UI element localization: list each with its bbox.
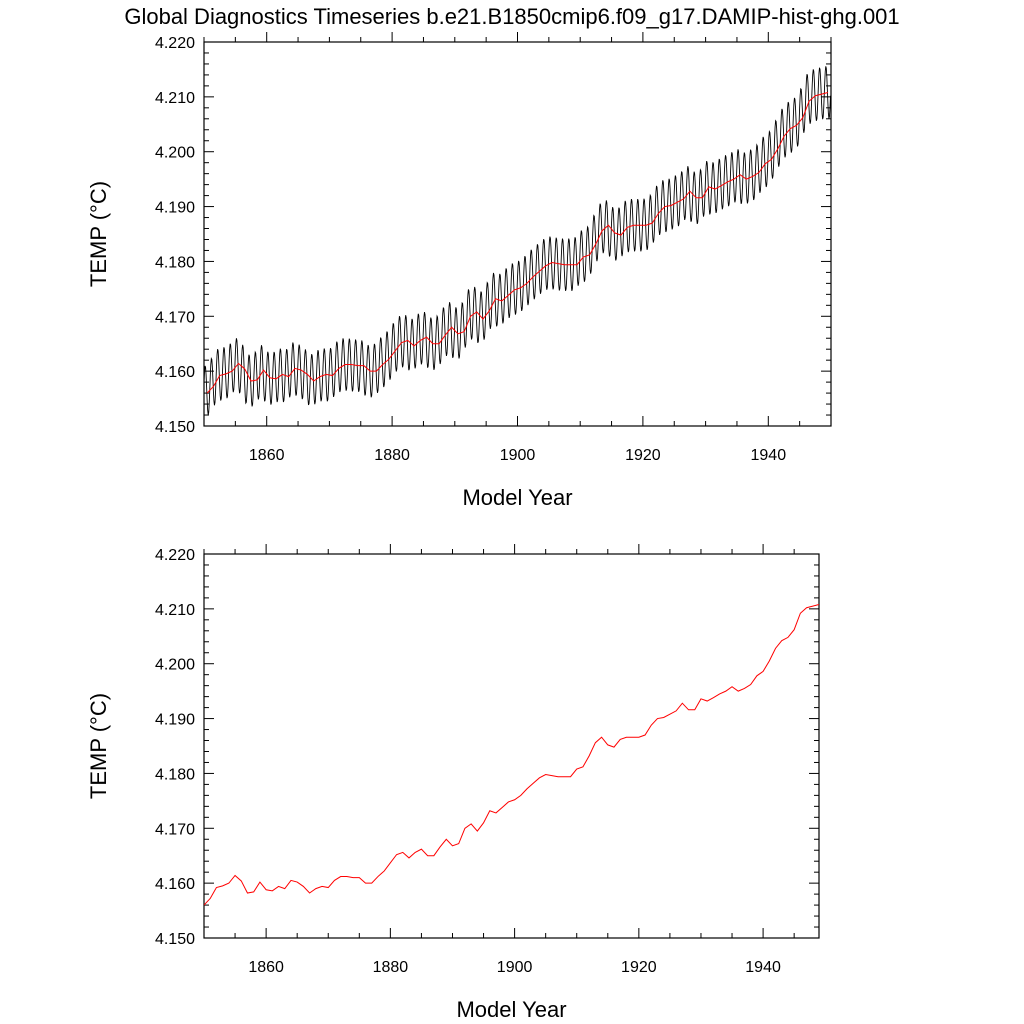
series-line-annual xyxy=(206,91,828,394)
y-tick-label: 4.160 xyxy=(155,876,195,893)
chart-title: Global Diagnostics Timeseries b.e21.B185… xyxy=(124,4,899,29)
y-tick-label: 4.210 xyxy=(155,90,195,107)
x-tick-label: 1900 xyxy=(500,447,536,464)
y-tick-label: 4.190 xyxy=(155,200,195,217)
y-tick-label: 4.210 xyxy=(155,602,195,619)
y-tick-label: 4.180 xyxy=(155,254,195,271)
x-axis-label: Model Year xyxy=(456,997,566,1022)
y-axis-label: TEMP (°C) xyxy=(86,693,111,799)
y-tick-label: 4.190 xyxy=(155,712,195,729)
y-tick-label: 4.200 xyxy=(155,657,195,674)
x-tick-label: 1880 xyxy=(374,447,410,464)
x-tick-label: 1940 xyxy=(745,959,781,976)
bottom-panel: 4.150 4.160 4.170 4.180 4.190 4.200 4.210 4.220… xyxy=(86,544,820,1022)
x-tick-label: 1940 xyxy=(751,447,787,464)
x-tick-label: 1920 xyxy=(621,959,657,976)
series-line-monthly xyxy=(204,66,831,415)
y-axis-label: TEMP (°C) xyxy=(86,181,111,287)
y-tick-label: 4.160 xyxy=(155,364,195,381)
x-tick-label: 1880 xyxy=(373,959,409,976)
top-panel: 4.150 4.160 4.170 4.180 4.190 4.200 4.210 4.220… xyxy=(86,32,832,510)
y-tick-label: 4.150 xyxy=(155,931,195,948)
y-tick-label: 4.180 xyxy=(155,766,195,783)
series-line-annual xyxy=(204,603,819,906)
y-tick-label: 4.150 xyxy=(155,419,195,436)
x-axis-label: Model Year xyxy=(462,485,572,510)
x-tick-label: 1900 xyxy=(497,959,533,976)
y-tick-label: 4.170 xyxy=(155,309,195,326)
y-tick-label: 4.220 xyxy=(155,35,195,52)
x-tick-label: 1860 xyxy=(249,447,285,464)
y-tick-label: 4.170 xyxy=(155,821,195,838)
y-tick-label: 4.200 xyxy=(155,145,195,162)
y-tick-label: 4.220 xyxy=(155,547,195,564)
plot-frame xyxy=(203,553,820,939)
x-tick-label: 1920 xyxy=(625,447,661,464)
x-tick-label: 1860 xyxy=(248,959,284,976)
